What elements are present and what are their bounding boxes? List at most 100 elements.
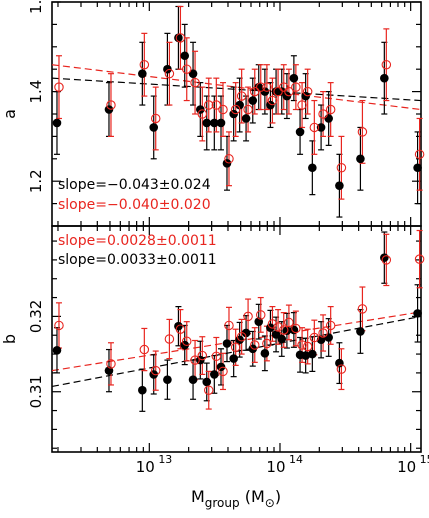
data-point bbox=[380, 73, 389, 83]
data-point bbox=[197, 350, 208, 361]
data-point bbox=[106, 100, 116, 110]
data-point bbox=[211, 100, 222, 110]
data-point bbox=[196, 105, 205, 114]
data-point bbox=[260, 349, 270, 358]
data-point bbox=[325, 104, 336, 115]
data-point bbox=[413, 163, 422, 173]
y-tick-label: 0.32 bbox=[27, 300, 45, 333]
data-point bbox=[222, 339, 232, 348]
y-tick-label: 1.6 bbox=[27, 0, 45, 14]
data-point bbox=[222, 158, 232, 168]
data-point bbox=[302, 86, 313, 97]
data-point bbox=[229, 109, 238, 119]
x-tick-exponent: 15 bbox=[420, 453, 429, 466]
data-point bbox=[414, 149, 425, 160]
data-point bbox=[381, 59, 392, 70]
data-point bbox=[324, 333, 333, 342]
data-point bbox=[163, 375, 172, 384]
data-point bbox=[236, 331, 247, 342]
data-point bbox=[230, 342, 241, 353]
data-point bbox=[297, 100, 307, 110]
x-tick-label: 10 bbox=[397, 458, 416, 476]
data-point bbox=[218, 104, 228, 115]
data-point bbox=[139, 59, 150, 70]
data-point bbox=[291, 82, 301, 92]
data-point bbox=[413, 309, 422, 318]
x-tick-exponent: 13 bbox=[158, 453, 172, 466]
data-point bbox=[163, 64, 172, 74]
data-point bbox=[262, 338, 272, 349]
data-point bbox=[380, 253, 389, 262]
data-point bbox=[54, 82, 64, 92]
data-point bbox=[250, 340, 260, 350]
data-point bbox=[235, 100, 244, 110]
data-point bbox=[282, 326, 292, 336]
data-point bbox=[175, 324, 186, 334]
slope-annotation: slope=−0.040±0.020 bbox=[58, 197, 211, 213]
fit-line bbox=[51, 64, 422, 111]
data-point bbox=[284, 86, 294, 97]
data-point bbox=[202, 118, 212, 128]
slope-annotation: slope=−0.043±0.024 bbox=[58, 177, 211, 193]
data-point bbox=[139, 344, 150, 355]
data-point bbox=[284, 317, 294, 328]
data-point bbox=[262, 82, 272, 92]
data-point bbox=[277, 334, 287, 344]
data-point bbox=[309, 122, 320, 133]
data-point bbox=[190, 77, 200, 88]
x-tick-label: 10 bbox=[266, 458, 285, 476]
data-point bbox=[297, 340, 307, 350]
data-point bbox=[241, 114, 251, 123]
y-axis-label: a bbox=[0, 109, 19, 119]
data-point bbox=[318, 328, 328, 338]
y-tick-label: 1.4 bbox=[27, 80, 45, 104]
data-point bbox=[381, 255, 392, 265]
data-point bbox=[203, 385, 214, 395]
data-point bbox=[190, 355, 200, 365]
data-point bbox=[302, 341, 313, 352]
data-point bbox=[216, 362, 226, 372]
data-point bbox=[188, 69, 198, 78]
y-tick-label: 0.31 bbox=[27, 375, 45, 408]
data-point bbox=[188, 375, 198, 384]
data-point bbox=[218, 366, 228, 377]
data-point bbox=[279, 325, 289, 335]
data-point bbox=[54, 320, 64, 331]
data-point bbox=[336, 163, 347, 173]
data-point bbox=[324, 114, 333, 123]
data-point bbox=[273, 322, 283, 332]
data-point bbox=[248, 96, 258, 105]
data-point bbox=[196, 355, 205, 365]
data-point bbox=[356, 154, 365, 164]
data-point bbox=[356, 327, 365, 336]
data-point bbox=[224, 320, 234, 331]
data-point bbox=[197, 109, 208, 119]
data-point bbox=[210, 370, 219, 379]
data-point bbox=[181, 64, 192, 74]
data-point bbox=[308, 163, 317, 173]
x-axis-label: Mgroup (M⊙) bbox=[191, 487, 281, 510]
data-point bbox=[250, 86, 260, 97]
data-point bbox=[266, 100, 275, 110]
data-point bbox=[335, 358, 344, 368]
y-axis-label: b bbox=[0, 334, 19, 344]
data-point bbox=[164, 68, 175, 79]
data-point bbox=[318, 109, 328, 119]
data-point bbox=[230, 104, 241, 115]
data-point bbox=[243, 104, 253, 115]
slope-annotation: slope=0.0033±0.0011 bbox=[58, 252, 217, 268]
data-point bbox=[309, 332, 320, 343]
data-point bbox=[164, 334, 175, 344]
data-point bbox=[335, 181, 344, 190]
x-axis: 101310141015Mgroup (M⊙) bbox=[136, 453, 429, 510]
slope-annotation: slope=0.0028±0.0011 bbox=[58, 233, 217, 249]
data-point bbox=[243, 311, 253, 322]
panel-frame bbox=[51, 225, 422, 453]
data-point bbox=[106, 359, 116, 369]
data-point bbox=[414, 254, 425, 264]
data-point bbox=[149, 123, 159, 132]
data-point bbox=[174, 33, 183, 43]
data-point bbox=[267, 95, 278, 106]
data-point bbox=[267, 319, 278, 329]
